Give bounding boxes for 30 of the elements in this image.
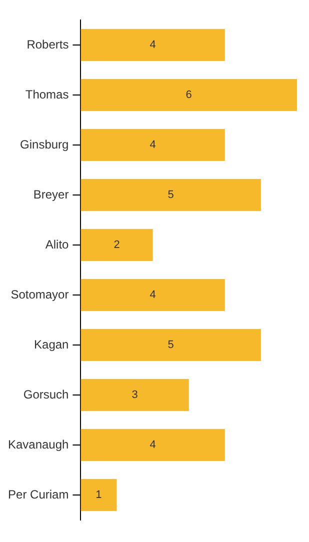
data-label: 3 — [132, 389, 138, 402]
y-tick-label: Kagan — [34, 337, 69, 352]
bar — [80, 329, 261, 361]
data-label: 5 — [168, 189, 174, 202]
y-tick-label: Kavanaugh — [8, 437, 69, 452]
data-label: 4 — [150, 289, 156, 302]
bar — [80, 179, 261, 211]
bar — [80, 79, 297, 111]
y-tick-label: Per Curiam — [8, 487, 69, 502]
bar — [80, 29, 225, 61]
data-label: 1 — [96, 489, 102, 502]
bar — [80, 479, 117, 511]
y-tick-label: Ginsburg — [20, 137, 69, 152]
y-tick-label: Alito — [45, 237, 70, 252]
data-label: 5 — [168, 339, 174, 352]
data-label: 6 — [186, 89, 192, 102]
bar — [80, 429, 225, 461]
data-label: 4 — [150, 139, 156, 152]
bar — [80, 129, 225, 161]
bar — [80, 229, 153, 261]
y-tick-label: Sotomayor — [10, 287, 69, 302]
bar — [80, 379, 189, 411]
data-label: 4 — [150, 439, 156, 452]
bar — [80, 279, 225, 311]
y-tick-label: Gorsuch — [23, 387, 69, 402]
y-tick-label: Breyer — [33, 187, 69, 202]
data-label: 2 — [114, 239, 120, 252]
y-tick-label: Roberts — [26, 37, 69, 52]
y-tick-label: Thomas — [25, 87, 69, 102]
data-label: 4 — [150, 39, 156, 52]
